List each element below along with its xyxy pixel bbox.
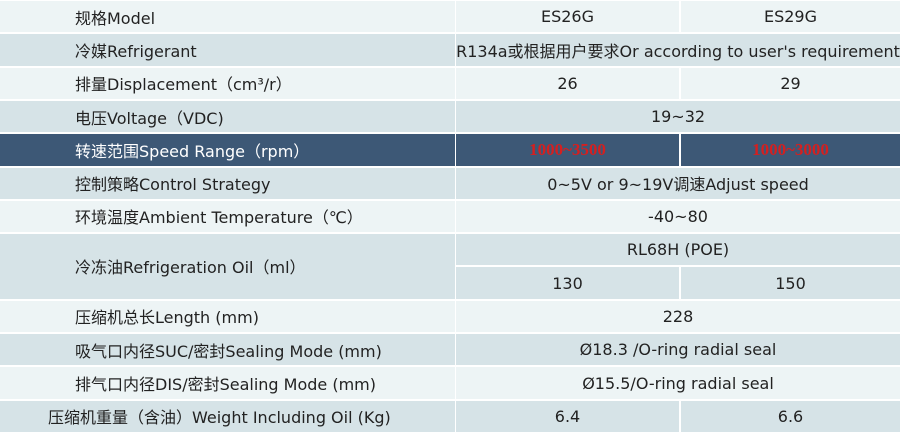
value-cell: 1000~3500 <box>456 134 679 166</box>
value-cell: ES29G <box>681 1 900 33</box>
row-label: 冷冻油Refrigeration Oil（ml） <box>0 234 455 299</box>
row-label: 环境温度Ambient Temperature（℃） <box>0 200 455 233</box>
value-cell: RL68H (POE) <box>456 234 900 266</box>
value-cell: Ø15.5/O-ring radial seal <box>456 367 900 399</box>
value-cell: 6.6 <box>681 400 900 432</box>
row-label: 控制策略Control Strategy <box>0 167 455 199</box>
value-cell: 6.4 <box>456 400 679 432</box>
row-label: 排量Displacement（cm³/r） <box>0 67 455 99</box>
value-cell: 19~32 <box>456 100 900 133</box>
row-label: 排气口内径DIS/密封Sealing Mode (mm) <box>0 367 455 399</box>
row-label: 电压Voltage（VDC) <box>0 100 455 133</box>
value-cell: 228 <box>456 300 900 333</box>
value-cell: -40~80 <box>456 200 900 233</box>
value-cell: 1000~3000 <box>681 134 900 166</box>
row-label: 压缩机重量（含油）Weight Including Oil (Kg) <box>0 400 455 432</box>
value-cell: 29 <box>681 67 900 99</box>
value-cell: ES26G <box>456 1 679 33</box>
value-cell: R134a或根据用户要求Or according to user's requi… <box>456 34 900 66</box>
row-label: 规格Model <box>0 1 455 33</box>
row-label: 压缩机总长Length (mm) <box>0 300 455 333</box>
row-label: 冷媒Refrigerant <box>0 34 455 66</box>
value-cell: 150 <box>681 267 900 299</box>
value-cell: 26 <box>456 67 679 99</box>
value-cell: Ø18.3 /O-ring radial seal <box>456 334 900 366</box>
row-label: 转速范围Speed Range（rpm） <box>0 134 455 166</box>
value-cell: 0~5V or 9~19V调速Adjust speed <box>456 167 900 199</box>
row-label: 吸气口内径SUC/密封Sealing Mode (mm) <box>0 334 455 366</box>
value-cell: 130 <box>456 267 679 299</box>
